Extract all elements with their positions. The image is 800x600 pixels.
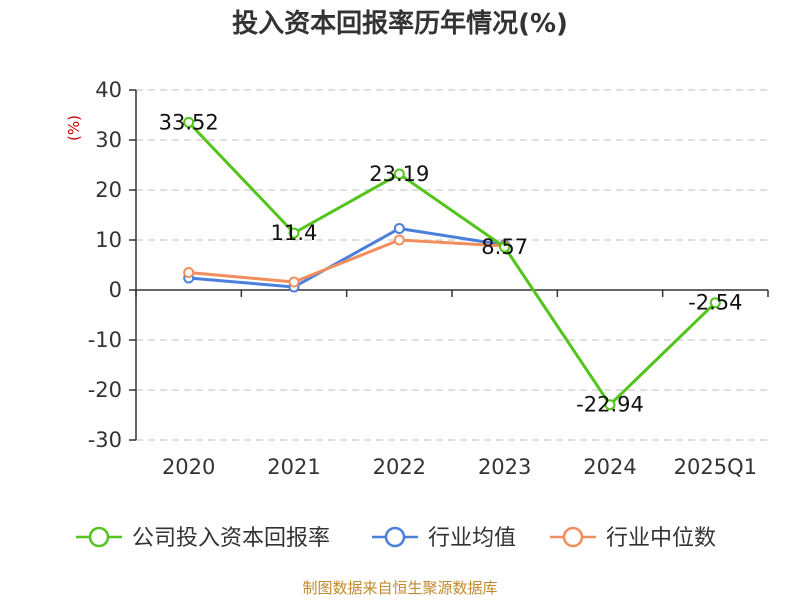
- legend-marker-icon: [562, 526, 584, 548]
- y-tick-label: 40: [95, 78, 122, 102]
- data-point[interactable]: [183, 267, 195, 278]
- y-tick-label: 20: [95, 178, 122, 202]
- data-point[interactable]: [499, 241, 511, 253]
- legend-item[interactable]: 行业均值: [372, 526, 516, 551]
- x-tick-label: 2024: [583, 455, 636, 479]
- grid-lines: [136, 89, 768, 441]
- data-point[interactable]: [393, 223, 405, 234]
- source-note: 制图数据来自恒生聚源数据库: [302, 579, 497, 597]
- legend-marker-icon: [384, 526, 406, 548]
- y-tick-label: -20: [88, 378, 122, 402]
- data-label: 8.57: [481, 235, 528, 259]
- data-point[interactable]: [604, 399, 616, 411]
- data-label: -22.94: [576, 393, 644, 417]
- series-1: [183, 223, 511, 293]
- legend-label: 行业中位数: [606, 526, 716, 551]
- y-tick-label: -30: [88, 428, 122, 452]
- x-tick-label: 2020: [162, 455, 215, 479]
- chart-title: 投入资本回报率历年情况(%): [232, 8, 568, 39]
- series-2: [183, 234, 511, 288]
- series-lines: [183, 116, 721, 411]
- legend-label: 行业均值: [428, 526, 516, 551]
- data-point[interactable]: [288, 227, 300, 239]
- y-tick-label: -10: [88, 328, 122, 352]
- x-tick-label: 2023: [478, 455, 531, 479]
- y-tick-label: 0: [109, 278, 122, 302]
- series-0: [183, 116, 721, 411]
- series-line: [188, 227, 505, 289]
- y-axis-label: (%): [65, 115, 83, 141]
- x-axis: 2020 2021 2022 2023 2024 2025Q1: [135, 289, 769, 479]
- data-point[interactable]: [709, 297, 721, 309]
- y-tick-label: 10: [95, 228, 122, 252]
- series-line: [188, 238, 505, 284]
- x-tick-label: 2021: [267, 455, 320, 479]
- legend-label: 公司投入资本回报率: [132, 526, 330, 551]
- data-label: 23.19: [369, 162, 429, 186]
- x-tick-label: 2022: [373, 455, 426, 479]
- x-tick-label: 2025Q1: [674, 455, 757, 479]
- legend-item[interactable]: 公司投入资本回报率: [76, 526, 330, 551]
- legend[interactable]: 公司投入资本回报率 行业均值 行业中位数: [76, 526, 716, 551]
- legend-item[interactable]: 行业中位数: [550, 526, 716, 551]
- data-label: -2.54: [688, 291, 742, 315]
- data-point[interactable]: [393, 168, 405, 180]
- y-tick-label: 30: [95, 128, 122, 152]
- data-point[interactable]: [183, 116, 195, 128]
- data-label: 33.52: [159, 110, 219, 134]
- data-point[interactable]: [288, 276, 300, 288]
- data-point[interactable]: [393, 234, 405, 246]
- legend-marker-icon: [88, 526, 110, 548]
- series-line: [187, 121, 717, 407]
- y-axis-ticks: 40 30 20 10 0 -10 -20 -30: [88, 78, 137, 452]
- data-labels: 33.52 11.4 23.19 8.57 -22.94 -2.54: [159, 110, 743, 416]
- data-label: 11.4: [271, 221, 318, 245]
